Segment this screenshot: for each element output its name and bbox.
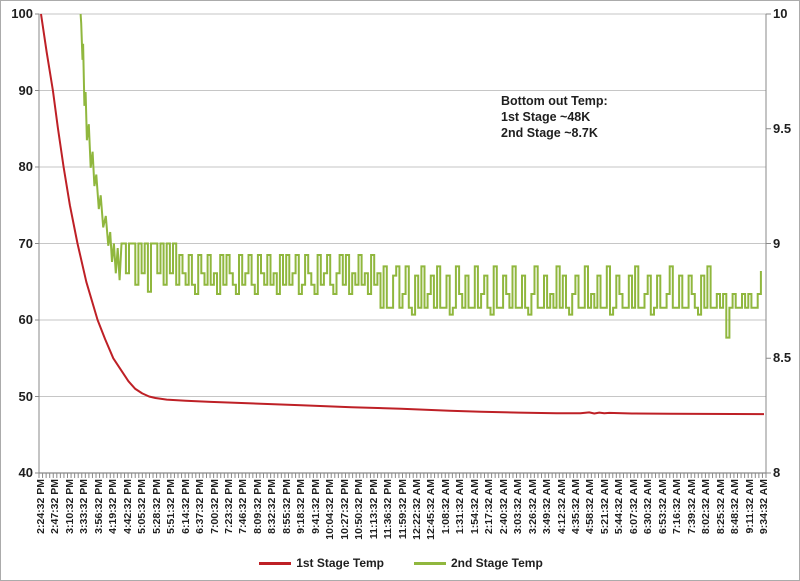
x-tick-label: 9:34:32 AM bbox=[758, 479, 770, 535]
y-right-tick-label: 10 bbox=[773, 6, 788, 21]
x-tick-label: 8:25:32 AM bbox=[714, 479, 727, 535]
x-tick-label: 7:16:32 AM bbox=[671, 479, 684, 535]
x-tick-label: 12:22:32 AM bbox=[410, 479, 423, 540]
x-tick-label: 4:58:32 AM bbox=[584, 479, 597, 535]
x-tick-label: 7:46:32 PM bbox=[237, 479, 250, 534]
y-left-tick-label: 90 bbox=[18, 82, 33, 98]
legend-line-green-icon bbox=[414, 561, 446, 565]
x-tick-label: 1:31:32 AM bbox=[454, 479, 467, 535]
x-tick-label: 10:50:32 PM bbox=[353, 479, 366, 540]
x-tick-label: 1:08:32 AM bbox=[439, 479, 452, 535]
y-left-tick-label: 100 bbox=[11, 6, 33, 21]
y-right-tick-label: 8.5 bbox=[773, 350, 792, 366]
x-tick-label: 2:47:32 PM bbox=[49, 479, 62, 534]
annotation-line: 2nd Stage ~8.7K bbox=[501, 126, 598, 140]
x-tick-label: 3:26:32 AM bbox=[526, 479, 539, 535]
y-right-tick-label: 9.5 bbox=[773, 120, 792, 136]
x-tick-label: 3:49:32 AM bbox=[541, 479, 554, 535]
legend-line-red-icon bbox=[259, 561, 292, 565]
x-tick-label: 9:11:32 AM bbox=[743, 479, 756, 534]
legend-item-2nd-stage: 2nd Stage Temp bbox=[414, 556, 543, 570]
legend-item-1st-stage: 1st Stage Temp bbox=[259, 556, 384, 570]
x-tick-label: 2:24:32 PM bbox=[35, 479, 47, 534]
x-tick-label: 3:33:32 PM bbox=[78, 479, 91, 534]
x-tick-label: 5:21:32 AM bbox=[598, 479, 611, 535]
x-tick-label: 8:32:32 PM bbox=[266, 479, 279, 534]
x-tick-label: 11:36:32 PM bbox=[382, 479, 395, 540]
y-left-tick-label: 70 bbox=[18, 235, 33, 251]
y-left-tick-label: 50 bbox=[18, 388, 33, 404]
x-tick-label: 5:44:32 AM bbox=[613, 479, 626, 535]
legend: 1st Stage Temp 2nd Stage Temp bbox=[1, 552, 799, 574]
x-tick-label: 4:19:32 PM bbox=[107, 479, 120, 534]
x-tick-label: 8:02:32 AM bbox=[700, 479, 713, 535]
x-tick-label: 3:03:32 AM bbox=[512, 479, 525, 535]
chart-annotation: Bottom out Temp: 1st Stage ~48K 2nd Stag… bbox=[501, 93, 608, 141]
x-tick-label: 6:07:32 AM bbox=[627, 479, 640, 535]
series-1st-stage-temp bbox=[40, 13, 765, 416]
x-tick-label: 1:54:32 AM bbox=[468, 479, 481, 535]
x-tick-label: 6:14:32 PM bbox=[179, 479, 192, 534]
y-left-tick-label: 40 bbox=[18, 465, 33, 480]
x-tick-label: 4:42:32 PM bbox=[121, 479, 134, 534]
y-left-tick-label: 60 bbox=[18, 312, 33, 327]
y-right-tick-label: 8 bbox=[773, 465, 781, 480]
x-tick-label: 10:27:32 PM bbox=[338, 479, 351, 540]
x-tick-label: 2:17:32 AM bbox=[483, 479, 496, 535]
annotation-line: 1st Stage ~48K bbox=[501, 110, 591, 124]
x-tick-label: 9:41:32 PM bbox=[309, 479, 322, 534]
x-tick-label: 5:28:32 PM bbox=[150, 479, 163, 534]
x-tick-label: 8:48:32 AM bbox=[729, 479, 742, 535]
x-tick-label: 10:04:32 PM bbox=[324, 479, 337, 540]
x-tick-label: 11:13:32 PM bbox=[367, 479, 380, 540]
x-tick-label: 7:00:32 PM bbox=[208, 479, 221, 534]
x-tick-label: 3:10:32 PM bbox=[63, 479, 76, 534]
x-tick-label: 12:45:32 AM bbox=[425, 479, 438, 540]
legend-label-2nd-stage: 2nd Stage Temp bbox=[451, 556, 543, 570]
y-right-tick-label: 9 bbox=[773, 235, 781, 251]
series-2nd-stage-temp bbox=[79, 13, 762, 339]
x-tick-label: 8:09:32 PM bbox=[251, 479, 264, 534]
x-tick-label: 6:30:32 AM bbox=[642, 479, 655, 535]
x-tick-label: 9:18:32 PM bbox=[295, 479, 308, 534]
legend-label-1st-stage: 1st Stage Temp bbox=[296, 556, 384, 570]
x-tick-label: 3:56:32 PM bbox=[92, 479, 105, 534]
annotation-line: Bottom out Temp: bbox=[501, 94, 608, 108]
x-tick-label: 7:23:32 PM bbox=[222, 479, 235, 534]
x-tick-label: 6:53:32 AM bbox=[656, 479, 669, 535]
x-tick-label: 7:39:32 AM bbox=[685, 479, 698, 535]
x-tick-label: 2:40:32 AM bbox=[497, 479, 510, 535]
x-tick-label: 5:51:32 PM bbox=[165, 479, 178, 534]
x-tick-label: 5:05:32 PM bbox=[136, 479, 149, 534]
x-tick-label: 4:35:32 AM bbox=[570, 479, 583, 535]
x-tick-label: 11:59:32 PM bbox=[396, 479, 409, 540]
x-tick-label: 4:12:32 AM bbox=[555, 479, 568, 535]
y-left-tick-label: 80 bbox=[18, 159, 33, 174]
x-tick-label: 6:37:32 PM bbox=[194, 479, 207, 534]
x-tick-label: 8:55:32 PM bbox=[280, 479, 293, 534]
